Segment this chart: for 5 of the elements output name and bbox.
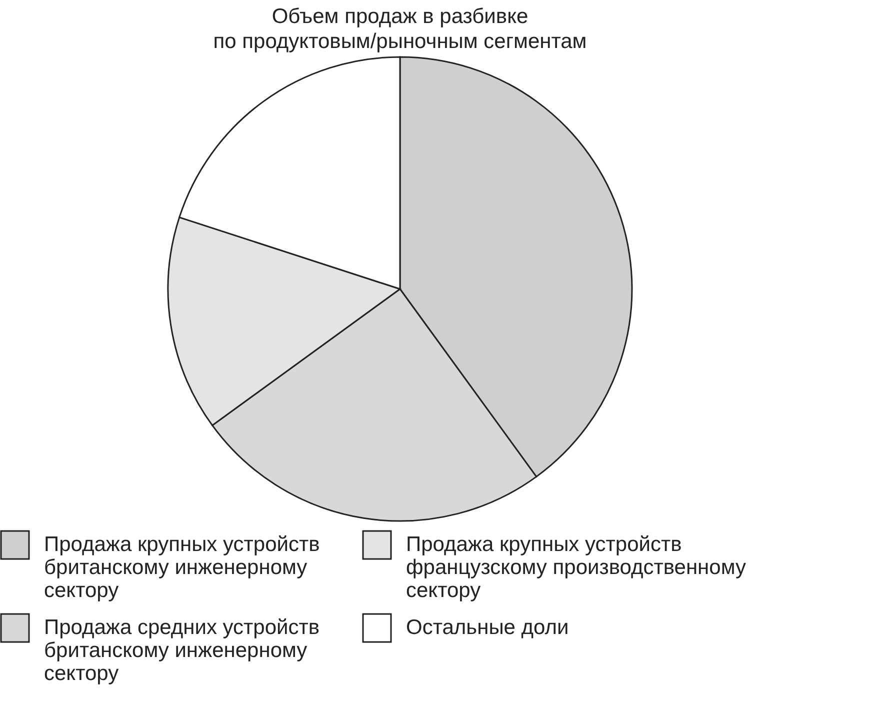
legend-label: Продажа крупных устройств французскому производственному сектору [406,533,747,602]
chart-title: Объем продаж в разбивке по продуктовым/рыночным сегментам [213,5,587,53]
legend-label: Продажа крупных устройств британскому инженерному сектору [44,533,320,602]
legend-label: Остальные доли [406,616,569,639]
legend-label: Продажа средних устройств британскому инженерному сектору [44,616,320,685]
